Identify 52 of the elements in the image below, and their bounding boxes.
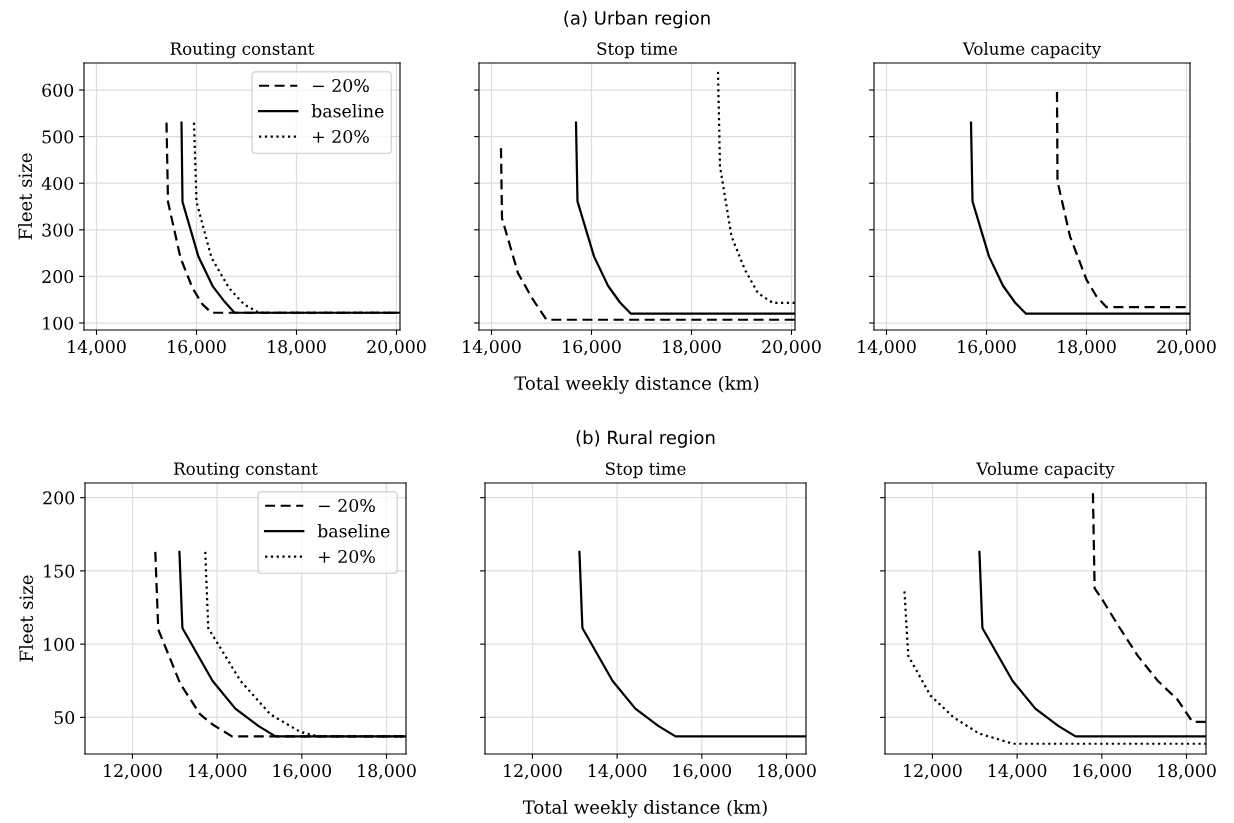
x-tick-label: 14,000 [858,340,916,356]
chart-title: Routing constant [170,42,315,59]
x-tick-label: 20,000 [1157,340,1216,356]
x-tick-label: 14,000 [188,764,247,780]
x-tick-label: 14,000 [68,340,126,356]
x-tick-label: 16,000 [1073,764,1132,780]
y-axis-title: Fleet size [19,575,34,662]
x-tick-label: 18,000 [358,764,416,780]
y-tick-label: 400 [41,176,74,191]
x-tick-label: 20,000 [762,340,821,356]
y-tick-label: 600 [42,83,74,97]
legend-label: baseline [317,524,390,538]
legend-label: baseline [311,104,384,118]
y-tick-label: 300 [42,223,74,237]
x-tick-label: 18,000 [758,764,816,780]
legend-label: − 20% [319,498,375,513]
x-tick-label: 12,000 [104,764,162,780]
chart-title: Volume capacity [962,42,1102,59]
y-tick-label: 200 [43,491,75,505]
x-tick-label: 16,000 [673,764,732,780]
chart-title: Stop time [597,42,678,59]
chart-title: Volume capacity [976,462,1115,479]
x-tick-label: 16,000 [563,340,621,356]
y-tick-label: 100 [43,316,74,330]
y-axis-title: Fleet size [18,153,33,240]
x-axis-title: Total weekly distance (km) [514,375,759,394]
legend-label: − 20% [313,78,369,93]
y-tick-label: 500 [42,130,74,144]
chart-title: Stop time [605,462,686,479]
x-tick-label: 14,000 [463,340,521,356]
x-tick-label: 14,000 [588,764,647,780]
x-tick-label: 12,000 [904,764,962,780]
x-tick-label: 18,000 [1058,340,1116,356]
x-tick-label: 16,000 [273,764,332,780]
y-tick-label: 200 [42,270,74,284]
x-tick-label: 18,000 [1158,764,1216,780]
chart-title: Routing constant [174,462,318,479]
x-tick-label: 16,000 [958,340,1016,356]
text: (a) Urban region [564,10,710,29]
legend-label: + 20% [313,129,369,144]
x-tick-label: 14,000 [988,764,1047,780]
x-tick-label: 18,000 [268,340,326,356]
legend-label: + 20% [319,549,375,564]
x-tick-label: 16,000 [168,340,226,356]
x-tick-label: 12,000 [504,764,562,780]
x-tick-label: 18,000 [663,340,721,356]
x-axis-title: Total weekly distance (km) [522,799,767,818]
text: (b) Rural region [576,430,715,448]
x-tick-label: 20,000 [367,340,426,356]
y-tick-label: 50 [54,711,75,725]
y-tick-label: 150 [44,564,75,578]
y-tick-label: 100 [44,637,75,651]
